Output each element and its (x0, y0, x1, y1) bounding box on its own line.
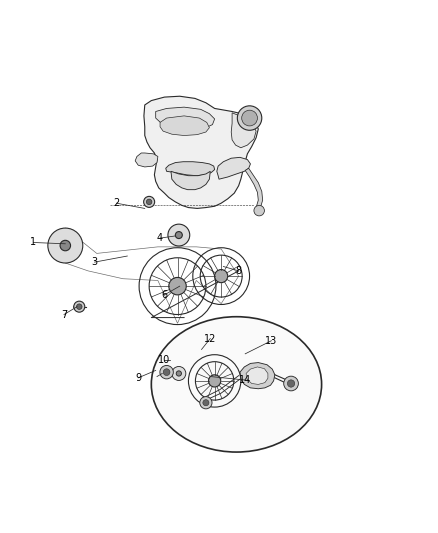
Circle shape (208, 375, 221, 387)
Circle shape (60, 240, 71, 251)
Polygon shape (144, 96, 258, 208)
Text: 3: 3 (92, 257, 98, 267)
Circle shape (254, 205, 265, 216)
Text: 4: 4 (157, 233, 163, 243)
Circle shape (146, 199, 152, 205)
Polygon shape (245, 168, 263, 207)
Circle shape (215, 270, 228, 282)
Text: 8: 8 (236, 266, 242, 276)
Circle shape (77, 304, 82, 310)
Text: 13: 13 (265, 336, 278, 346)
Text: 10: 10 (158, 356, 170, 365)
Text: 1: 1 (30, 238, 36, 247)
Polygon shape (166, 161, 215, 176)
Circle shape (172, 367, 186, 381)
Circle shape (74, 301, 85, 312)
Circle shape (169, 277, 186, 295)
Polygon shape (246, 367, 268, 384)
Circle shape (287, 380, 295, 387)
Polygon shape (240, 362, 275, 389)
Polygon shape (135, 153, 158, 167)
Text: 2: 2 (113, 198, 120, 208)
Polygon shape (160, 116, 209, 135)
Text: 9: 9 (135, 373, 141, 383)
Ellipse shape (151, 317, 321, 452)
Circle shape (175, 231, 182, 239)
Circle shape (160, 366, 173, 379)
Text: 7: 7 (61, 310, 67, 319)
Circle shape (242, 110, 258, 126)
Circle shape (48, 228, 83, 263)
Text: 14: 14 (239, 375, 251, 385)
Circle shape (144, 196, 155, 207)
Polygon shape (231, 113, 256, 148)
Text: 6: 6 (161, 290, 167, 300)
Circle shape (163, 369, 170, 376)
Polygon shape (155, 107, 215, 129)
Polygon shape (171, 171, 210, 190)
Circle shape (237, 106, 262, 130)
Circle shape (176, 371, 181, 376)
Circle shape (203, 400, 209, 406)
Circle shape (200, 397, 212, 409)
Circle shape (168, 224, 190, 246)
Text: 12: 12 (204, 334, 216, 344)
Polygon shape (217, 157, 251, 179)
Circle shape (284, 376, 298, 391)
